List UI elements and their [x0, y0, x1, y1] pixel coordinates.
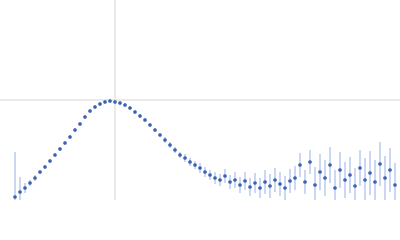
point	[348, 173, 352, 177]
point	[113, 100, 117, 104]
point	[108, 99, 112, 103]
point	[248, 185, 252, 189]
point	[143, 118, 147, 122]
point	[138, 114, 142, 118]
point	[273, 178, 277, 182]
page: (() => { const data = JSON.parse(documen…	[0, 0, 400, 200]
point	[373, 180, 377, 184]
point	[293, 176, 297, 180]
point	[173, 148, 177, 152]
point	[363, 178, 367, 182]
point	[213, 176, 217, 180]
point	[323, 176, 327, 180]
point	[318, 170, 322, 174]
point	[123, 103, 127, 107]
point	[288, 179, 292, 183]
point	[18, 190, 22, 194]
point	[118, 101, 122, 105]
point	[58, 147, 62, 151]
point	[33, 176, 37, 180]
point	[68, 135, 72, 139]
point	[23, 186, 27, 190]
point	[133, 110, 137, 114]
point	[93, 105, 97, 109]
point	[148, 123, 152, 127]
point	[393, 183, 397, 187]
point	[78, 122, 82, 126]
point	[338, 168, 342, 172]
point	[63, 141, 67, 145]
point	[218, 178, 222, 182]
point	[98, 102, 102, 106]
chart	[0, 0, 400, 200]
point	[378, 162, 382, 166]
point	[263, 180, 267, 184]
point	[313, 183, 317, 187]
point	[278, 182, 282, 186]
point	[163, 138, 167, 142]
point	[183, 156, 187, 160]
point	[13, 195, 17, 199]
point	[198, 166, 202, 170]
point	[358, 166, 362, 170]
point	[38, 170, 42, 174]
point	[368, 171, 372, 175]
point	[48, 159, 52, 163]
point	[188, 160, 192, 164]
point	[388, 168, 392, 172]
point	[28, 181, 32, 185]
point	[228, 180, 232, 184]
point	[168, 143, 172, 147]
point	[343, 178, 347, 182]
point	[208, 173, 212, 177]
point	[308, 160, 312, 164]
point	[203, 170, 207, 174]
point	[238, 183, 242, 187]
point	[333, 186, 337, 190]
point	[258, 186, 262, 190]
point	[158, 133, 162, 137]
point	[128, 106, 132, 110]
point	[178, 153, 182, 157]
point	[223, 174, 227, 178]
point	[88, 109, 92, 113]
point	[298, 163, 302, 167]
point	[303, 180, 307, 184]
point	[328, 163, 332, 167]
point	[103, 100, 107, 104]
point	[83, 115, 87, 119]
point	[243, 179, 247, 183]
point	[193, 163, 197, 167]
point	[153, 128, 157, 132]
point	[73, 128, 77, 132]
point	[268, 184, 272, 188]
point	[253, 181, 257, 185]
point	[283, 186, 287, 190]
point	[353, 184, 357, 188]
point	[43, 165, 47, 169]
point	[383, 176, 387, 180]
point	[233, 178, 237, 182]
point	[53, 153, 57, 157]
